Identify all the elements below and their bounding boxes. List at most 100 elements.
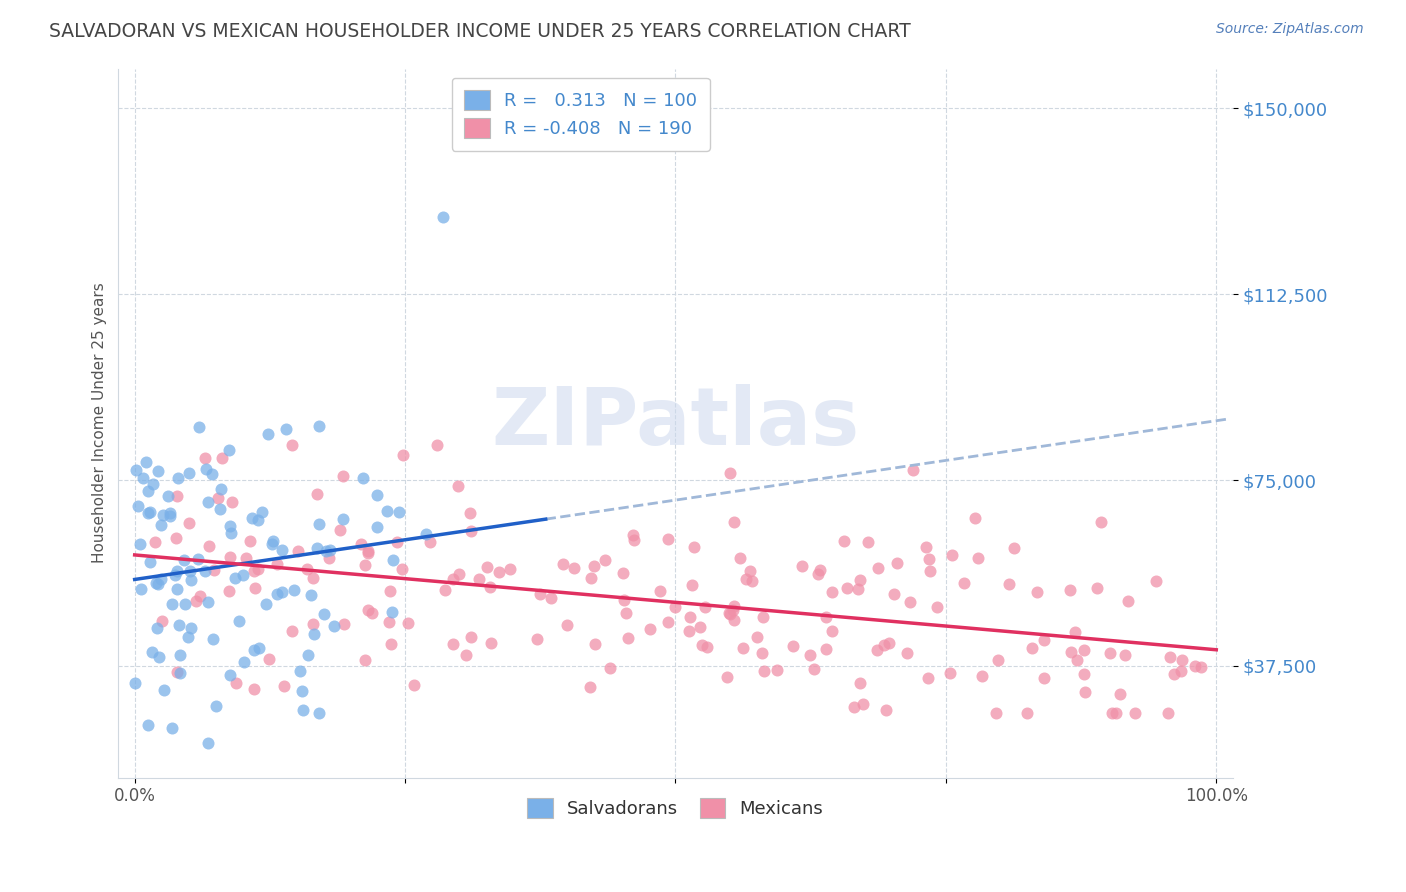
Point — [225, 675, 247, 690]
Point — [579, 680, 602, 694]
Point — [716, 670, 738, 684]
Point — [141, 645, 163, 659]
Point — [165, 532, 187, 546]
Point — [142, 477, 165, 491]
Point — [877, 635, 900, 649]
Point — [159, 507, 181, 521]
Point — [148, 464, 170, 478]
Point — [1002, 541, 1025, 555]
Point — [308, 706, 330, 720]
Point — [832, 533, 855, 548]
Point — [169, 665, 191, 680]
Point — [526, 632, 548, 647]
Point — [821, 585, 844, 599]
Point — [207, 491, 229, 505]
Point — [1085, 582, 1108, 596]
Point — [127, 500, 149, 514]
Point — [657, 615, 679, 629]
Point — [128, 537, 150, 551]
Point — [242, 643, 264, 657]
Point — [332, 468, 354, 483]
Point — [139, 555, 162, 569]
Point — [174, 598, 197, 612]
Point — [683, 541, 706, 555]
Point — [454, 648, 477, 662]
Point — [305, 541, 328, 556]
Point — [984, 706, 1007, 720]
Point — [499, 562, 522, 576]
Point — [353, 652, 375, 666]
Point — [315, 543, 337, 558]
Point — [194, 451, 217, 466]
Point — [723, 613, 745, 627]
Point — [160, 721, 183, 735]
Point — [941, 548, 963, 562]
Point — [292, 703, 315, 717]
Point — [166, 490, 188, 504]
Point — [291, 683, 314, 698]
Point — [1015, 706, 1038, 720]
Point — [218, 443, 240, 458]
Point — [378, 615, 401, 630]
Point — [186, 594, 208, 608]
Point — [449, 566, 471, 581]
Point — [460, 630, 482, 644]
Point — [426, 438, 449, 452]
Point — [124, 675, 146, 690]
Point — [391, 562, 413, 576]
Point — [790, 559, 813, 574]
Point — [821, 624, 844, 638]
Point — [555, 618, 578, 632]
Point — [765, 663, 787, 677]
Point — [898, 595, 921, 609]
Point — [638, 622, 661, 636]
Point — [380, 637, 402, 651]
Y-axis label: Householder Income Under 25 years: Householder Income Under 25 years — [93, 283, 107, 564]
Point — [209, 501, 232, 516]
Point — [136, 484, 159, 499]
Point — [443, 637, 465, 651]
Point — [288, 664, 311, 678]
Point — [415, 526, 437, 541]
Point — [918, 552, 941, 566]
Point — [145, 535, 167, 549]
Point — [488, 566, 510, 580]
Point — [664, 599, 686, 614]
Point — [1073, 643, 1095, 657]
Point — [257, 427, 280, 442]
Point — [562, 561, 585, 575]
Point — [721, 603, 744, 617]
Point — [837, 581, 859, 595]
Point — [803, 662, 825, 676]
Point — [146, 621, 169, 635]
Point — [987, 653, 1010, 667]
Point — [380, 583, 402, 598]
Point — [467, 573, 489, 587]
Point — [612, 566, 634, 580]
Point — [375, 504, 398, 518]
Point — [875, 703, 897, 717]
Point — [156, 489, 179, 503]
Point — [197, 495, 219, 509]
Point — [741, 574, 763, 589]
Point — [681, 577, 703, 591]
Point — [332, 617, 354, 632]
Point — [479, 636, 502, 650]
Point — [433, 583, 456, 598]
Point — [332, 512, 354, 526]
Point — [366, 488, 388, 502]
Point — [1116, 594, 1139, 608]
Point — [205, 698, 228, 713]
Point — [283, 583, 305, 598]
Point — [356, 603, 378, 617]
Point — [696, 640, 718, 654]
Point — [623, 533, 645, 547]
Point — [273, 679, 295, 693]
Point — [723, 599, 745, 614]
Point — [202, 632, 225, 647]
Point — [723, 516, 745, 530]
Point — [281, 438, 304, 452]
Point — [1156, 706, 1178, 720]
Point — [366, 520, 388, 534]
Point — [1073, 685, 1095, 699]
